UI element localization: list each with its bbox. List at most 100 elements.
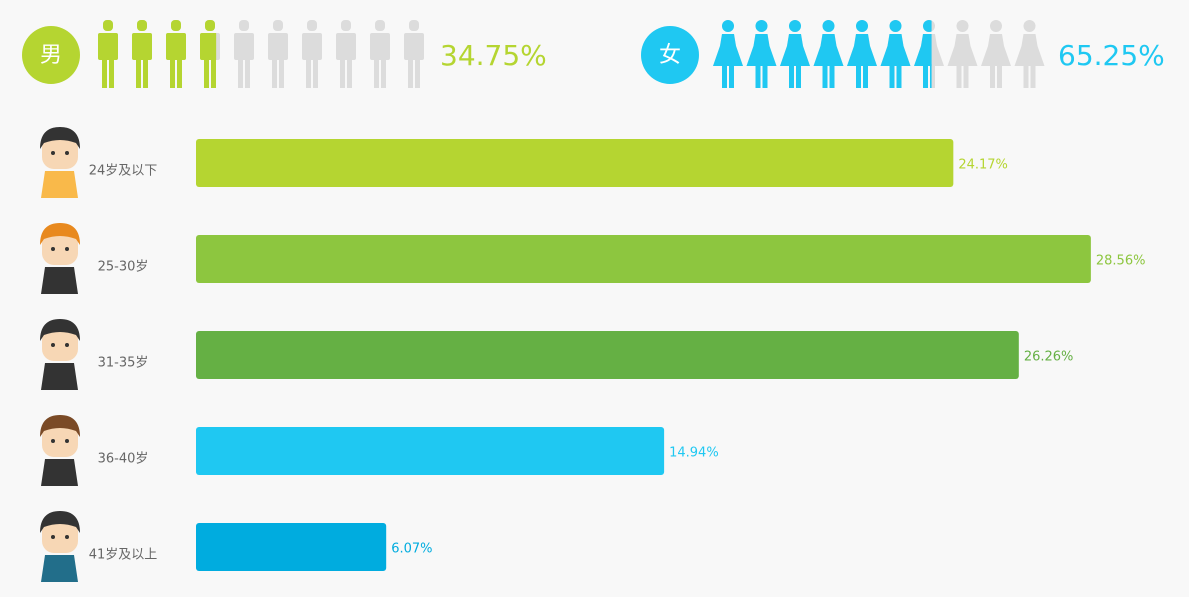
icon-body: [132, 33, 152, 60]
icon-body: [336, 33, 356, 60]
category-label: 24岁及以下: [89, 164, 158, 179]
icon-leg: [863, 64, 868, 88]
icon-head: [822, 20, 835, 32]
icon-leg: [102, 58, 107, 88]
icon-leg: [930, 64, 935, 88]
icon-leg: [963, 64, 969, 88]
category-label: 31-35岁: [98, 356, 149, 371]
avatar-body: [41, 459, 78, 486]
icon-body: [200, 33, 217, 60]
icon-leg: [1023, 64, 1029, 88]
icon-leg: [789, 64, 794, 88]
icon-leg: [762, 64, 768, 88]
avatar: [40, 127, 80, 198]
icon-head: [856, 20, 868, 32]
icon-head: [990, 20, 1002, 32]
icon-head: [755, 20, 768, 32]
icon-leg: [923, 64, 928, 88]
avatar-eye: [65, 343, 69, 347]
avatar-face: [42, 231, 78, 265]
icon-body: [880, 34, 911, 66]
avatar-eye: [65, 535, 69, 539]
value-label: 24.17%: [958, 158, 1008, 173]
avatar: [40, 319, 80, 390]
icon-leg: [238, 58, 243, 88]
icon-head: [239, 20, 249, 31]
icon-head: [137, 20, 147, 31]
icon-head: [273, 20, 283, 31]
avatar-hair: [40, 319, 80, 341]
avatar: [40, 511, 80, 582]
icon-body: [746, 34, 777, 66]
gender-percent: 34.75%: [440, 39, 547, 72]
icon-leg: [956, 64, 962, 88]
avatar-body: [41, 555, 78, 582]
icon-leg: [729, 64, 734, 88]
bar: [196, 139, 954, 187]
icon-head: [409, 20, 419, 31]
icon-body: [302, 33, 322, 60]
avatar-hair: [40, 415, 80, 437]
avatar-face: [42, 327, 78, 361]
icon-head: [307, 20, 317, 31]
value-label: 26.26%: [1024, 350, 1074, 365]
icon-leg: [177, 58, 182, 88]
gender-badge: [22, 26, 80, 84]
category-label: 36-40岁: [98, 452, 149, 467]
avatar-face: [42, 519, 78, 553]
icon-body: [947, 34, 978, 66]
avatar-body: [41, 267, 78, 294]
icon-leg: [722, 64, 727, 88]
icon-head: [171, 20, 181, 31]
category-label: 25-30岁: [98, 260, 149, 275]
avatar-hair: [40, 127, 80, 149]
icon-body: [370, 33, 390, 60]
icon-leg: [136, 58, 141, 88]
icon-leg: [313, 58, 318, 88]
icon-body: [847, 34, 877, 66]
icons-filled: [713, 20, 932, 88]
avatar: [40, 415, 80, 486]
icon-body: [914, 34, 932, 66]
icon-body: [813, 34, 844, 66]
icon-leg: [896, 64, 902, 88]
bar: [196, 427, 665, 475]
icons-filled: [98, 20, 217, 88]
avatar-eye: [51, 247, 55, 251]
bar: [196, 331, 1019, 379]
icon-body: [981, 34, 1011, 66]
value-label: 6.07%: [391, 542, 432, 557]
icon-body: [713, 34, 743, 66]
icon-leg: [997, 64, 1002, 88]
icon-head: [722, 20, 734, 32]
gender-percent: 65.25%: [1058, 39, 1165, 72]
bar: [196, 523, 387, 571]
category-label: 41岁及以上: [89, 548, 158, 563]
icon-leg: [272, 58, 277, 88]
icon-leg: [211, 58, 216, 88]
icon-leg: [930, 64, 932, 88]
icon-body: [166, 33, 186, 60]
icon-leg: [245, 58, 250, 88]
icon-body: [404, 33, 424, 60]
avatar-face: [42, 135, 78, 169]
avatar-eye: [51, 439, 55, 443]
icon-leg: [822, 64, 828, 88]
icon-head: [341, 20, 351, 31]
value-label: 28.56%: [1096, 254, 1146, 269]
icon-leg: [796, 64, 801, 88]
icon-body: [98, 33, 118, 60]
avatar-eye: [65, 247, 69, 251]
gender-label: 男: [40, 43, 62, 68]
icon-leg: [109, 58, 114, 88]
avatar-body: [41, 171, 78, 198]
value-label: 14.94%: [669, 446, 719, 461]
avatar-body: [41, 363, 78, 390]
icon-leg: [374, 58, 379, 88]
icon-leg: [204, 58, 209, 88]
avatar-eye: [65, 151, 69, 155]
icon-leg: [306, 58, 311, 88]
gender-label: 女: [659, 43, 681, 68]
avatar-eye: [51, 343, 55, 347]
